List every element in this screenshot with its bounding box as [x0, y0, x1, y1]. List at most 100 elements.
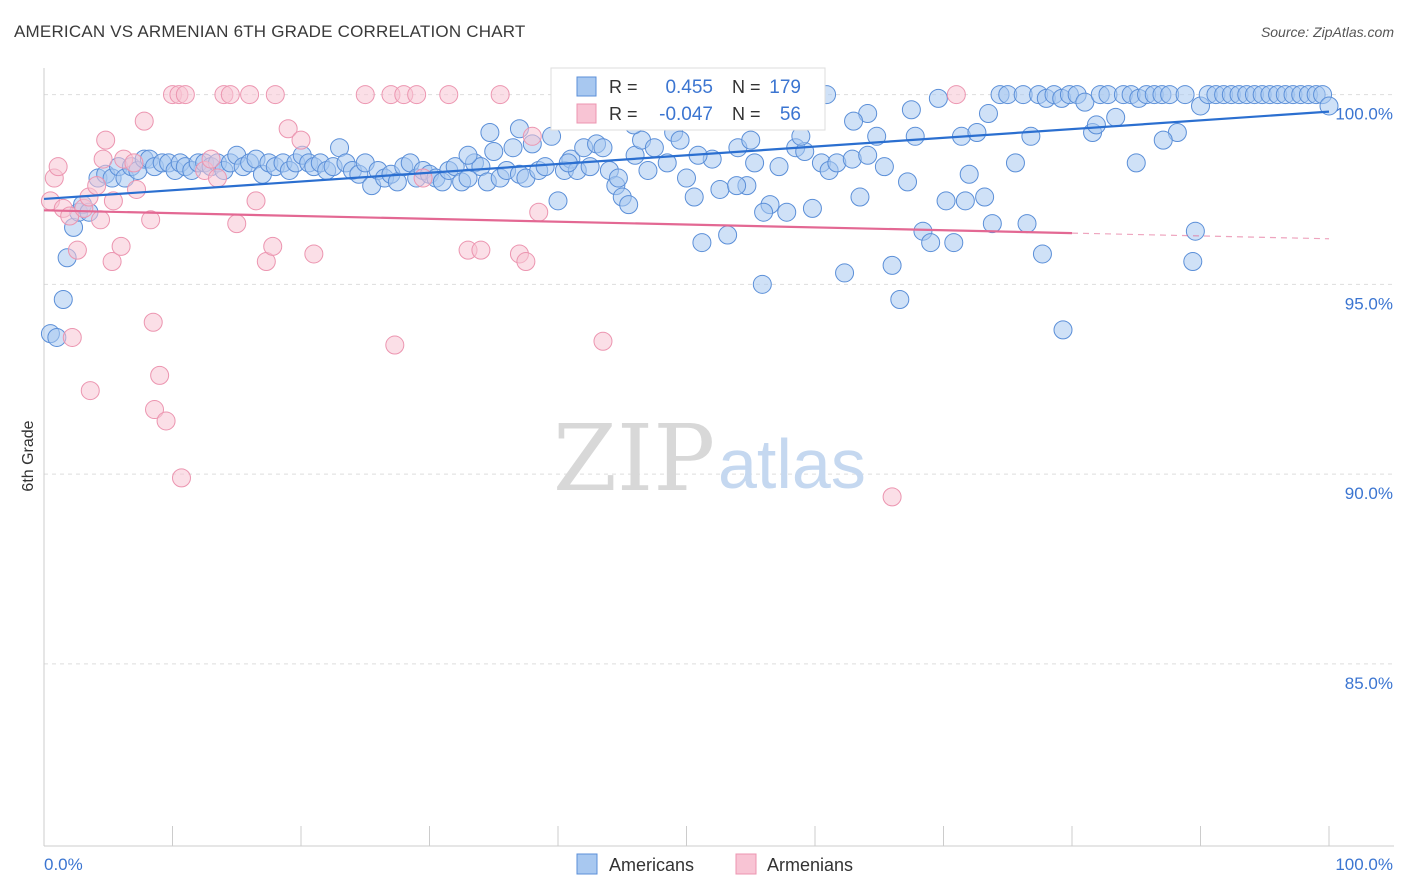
american-point-109	[752, 274, 772, 294]
american-point-95	[644, 138, 664, 158]
american-point-2	[53, 290, 73, 310]
american-point-199	[727, 176, 747, 196]
american-point-123	[867, 126, 887, 146]
armenian-point-57	[529, 202, 549, 222]
american-point-102	[692, 233, 712, 253]
american-point-130	[921, 233, 941, 253]
legend-r-label-americans: R =	[609, 77, 638, 97]
american-point-122	[858, 145, 878, 165]
armenian-point-20	[134, 111, 154, 131]
chart-source: Source: ZipAtlas.com	[1260, 24, 1394, 40]
armenian-point-59	[882, 487, 902, 507]
y-tick-label-0: 100.0%	[1335, 105, 1393, 124]
american-point-115	[802, 198, 822, 218]
armenian-point-11	[91, 210, 111, 230]
armenian-point-36	[240, 85, 260, 105]
armenian-point-29	[175, 85, 195, 105]
armenian-point-10	[87, 176, 107, 196]
american-point-192	[1153, 130, 1173, 150]
american-point-105	[718, 225, 738, 245]
x-tick-label-max: 100.0%	[1335, 855, 1393, 874]
armenian-trend-line	[43, 209, 1073, 235]
legend-n-label-americans: N =	[732, 77, 761, 97]
armenian-point-18	[124, 153, 144, 173]
armenian-point-42	[291, 130, 311, 150]
armenian-point-28	[171, 468, 191, 488]
armenian-point-23	[145, 400, 165, 420]
y-axis-label: 6th Grade	[20, 420, 37, 491]
american-point-99	[670, 130, 690, 150]
american-point-206	[741, 130, 761, 150]
american-point-203	[608, 168, 628, 188]
bottom-legend-label-armenians: Armenians	[767, 855, 853, 875]
correlation-legend: R = 0.455 N = 179 R = -0.047 N = 56	[550, 67, 826, 131]
american-point-137	[975, 187, 995, 207]
armenian-point-13	[96, 130, 116, 150]
american-point-183	[480, 123, 500, 143]
armenian-point-25	[156, 411, 176, 431]
american-point-207	[901, 100, 921, 120]
x-ticks	[172, 826, 1330, 846]
armenian-point-55	[516, 252, 536, 272]
armenian-point-21	[141, 210, 161, 230]
armenian-point-22	[143, 312, 163, 332]
american-point-136	[967, 123, 987, 143]
american-point-190	[1126, 153, 1146, 173]
american-point-73	[503, 138, 523, 158]
watermark-zip: ZIP	[553, 405, 715, 512]
armenian-point-53	[490, 85, 510, 105]
american-point-101	[684, 187, 704, 207]
watermark-atlas: atlas	[718, 425, 866, 503]
american-point-87	[593, 138, 613, 158]
armenian-point-35	[227, 214, 247, 234]
american-point-127	[898, 172, 918, 192]
armenian-point-52	[471, 240, 491, 260]
armenian-point-44	[355, 85, 375, 105]
american-point-141	[1005, 153, 1025, 173]
armenian-point-16	[111, 236, 131, 256]
american-point-78	[535, 157, 555, 177]
armenian-point-19	[127, 179, 147, 199]
american-point-108	[745, 153, 765, 173]
legend-swatch-americans	[576, 76, 597, 97]
armenian-point-2	[48, 157, 68, 177]
american-points	[40, 85, 1339, 347]
bottom-legend-swatch-americans	[576, 853, 598, 875]
y-tick-label-2: 90.0%	[1345, 484, 1393, 503]
american-point-200	[458, 145, 478, 165]
american-point-131	[928, 88, 948, 108]
armenian-point-32	[207, 168, 227, 188]
american-point-143	[1021, 126, 1041, 146]
american-point-126	[890, 290, 910, 310]
legend-n-label-armenians: N =	[732, 104, 761, 124]
american-point-208	[978, 104, 998, 124]
armenian-point-56	[522, 126, 542, 146]
american-point-125	[882, 255, 902, 275]
american-point-97	[657, 153, 677, 173]
y-tick-label-1: 95.0%	[1345, 294, 1393, 313]
american-trend-line	[43, 110, 1330, 201]
american-point-91	[619, 195, 639, 215]
american-point-128	[905, 126, 925, 146]
armenian-point-39	[263, 236, 283, 256]
american-point-132	[936, 191, 956, 211]
y-tick-labels: 100.0% 95.0% 90.0% 85.0%	[1335, 105, 1393, 693]
american-point-100	[677, 168, 696, 188]
armenian-point-46	[385, 335, 405, 355]
gridlines	[44, 94, 1394, 665]
american-point-111	[769, 157, 789, 177]
armenian-point-37	[246, 191, 266, 211]
trend-lines	[43, 110, 1330, 240]
armenian-point-58	[593, 331, 613, 351]
american-point-112	[777, 202, 797, 222]
american-point-188	[1053, 320, 1073, 340]
american-point-80	[548, 191, 568, 211]
american-point-150	[1075, 92, 1095, 112]
american-point-121	[850, 187, 870, 207]
armenian-point-5	[62, 327, 82, 347]
y-tick-label-3: 85.0%	[1345, 674, 1393, 693]
armenian-trend-line-extension	[1071, 232, 1330, 240]
american-point-205	[844, 111, 864, 131]
armenian-point-40	[265, 85, 285, 105]
american-point-154	[1106, 107, 1126, 127]
